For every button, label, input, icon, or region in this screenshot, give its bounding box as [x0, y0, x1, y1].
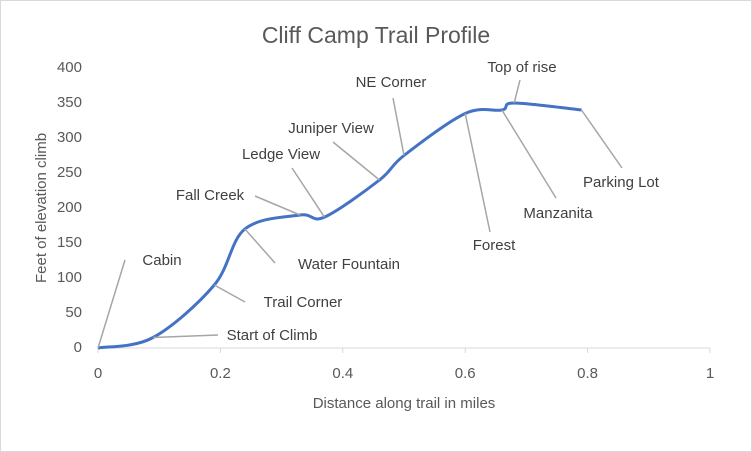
x-tick-label: 0.4 [332, 365, 353, 382]
y-tick-label: 50 [65, 304, 82, 321]
chart-title: Cliff Camp Trail Profile [262, 22, 490, 48]
point-label: Juniper View [288, 120, 374, 137]
leader-line [291, 167, 326, 218]
y-tick-label: 0 [74, 339, 82, 356]
leader-line [254, 195, 301, 216]
leader-line [464, 113, 491, 233]
line-series [97, 101, 582, 350]
point-label: Manzanita [523, 205, 593, 222]
leader-line [501, 109, 557, 199]
point-label: Parking Lot [583, 174, 660, 191]
y-tick-label: 250 [57, 164, 82, 181]
point-label: Fall Creek [176, 187, 245, 204]
leader-line [332, 141, 380, 181]
y-tick-label: 350 [57, 94, 82, 111]
x-tick-label: 0.8 [577, 365, 598, 382]
point-label: Trail Corner [264, 294, 343, 311]
y-tick-label: 400 [57, 59, 82, 76]
point-label: Water Fountain [298, 256, 400, 273]
point-label: Start of Climb [227, 327, 318, 344]
point-label: Ledge View [242, 146, 320, 163]
y-tick-label: 150 [57, 234, 82, 251]
point-label: Cabin [142, 252, 181, 269]
y-tick-label: 300 [57, 129, 82, 146]
point-label: NE Corner [356, 74, 427, 91]
x-tick-label: 0.6 [455, 365, 476, 382]
x-tick-label: 0 [94, 365, 102, 382]
x-axis-label: Distance along trail in miles [313, 395, 496, 412]
x-tick-label: 0.2 [210, 365, 231, 382]
y-tick-label: 200 [57, 199, 82, 216]
x-tick-label: 1 [706, 365, 714, 382]
point-label: Forest [473, 237, 516, 254]
leader-line [513, 79, 521, 104]
leader-line [153, 334, 219, 339]
point-label: Top of rise [487, 59, 556, 76]
y-axis-label: Feet of elevation climb [33, 133, 50, 283]
leader-line [580, 109, 623, 169]
leader-line [97, 259, 126, 349]
leader-line [392, 97, 405, 156]
leader-line [213, 284, 246, 303]
y-tick-label: 100 [57, 269, 82, 286]
leader-line [244, 228, 276, 264]
